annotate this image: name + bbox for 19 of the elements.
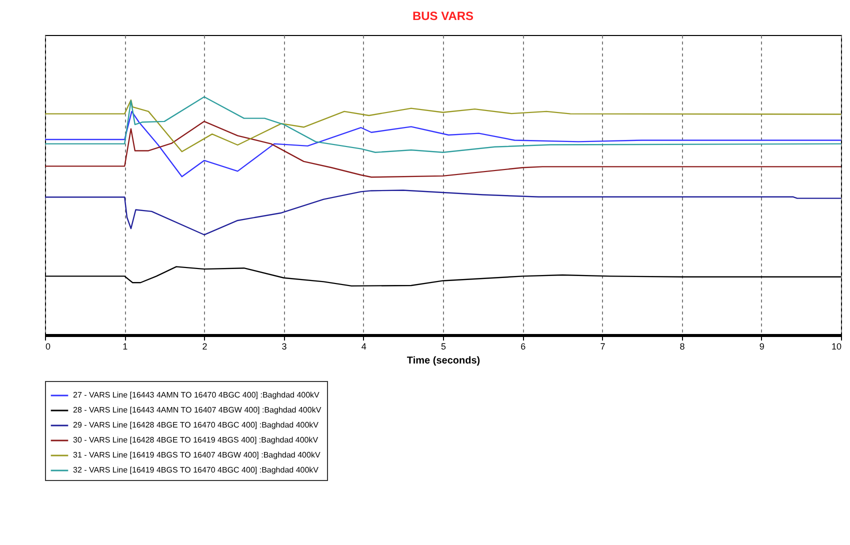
x-tick-label: 9 <box>759 342 764 352</box>
x-tick-label: 1 <box>122 342 128 352</box>
x-tick-label: 8 <box>680 342 685 352</box>
x-tick-label: 7 <box>600 342 606 352</box>
x-tick-label: 2 <box>202 342 208 352</box>
legend-label: 32 - VARS Line [16419 4BGS TO 16470 4BGC 400] :Baghdad 400kV <box>73 466 320 474</box>
x-tick-label: 5 <box>440 342 446 352</box>
x-tick-label: 10 <box>831 342 842 352</box>
chart-title: BUS VARS <box>412 9 474 23</box>
x-tick-label: 3 <box>282 342 287 352</box>
x-tick-label: 0 <box>46 342 51 352</box>
legend-label: 30 - VARS Line [16428 4BGE TO 16419 4BGS 400] :Baghdad 400kV <box>73 436 319 444</box>
legend-label: 29 - VARS Line [16428 4BGE TO 16470 4BGC 400] :Baghdad 400kV <box>73 420 320 430</box>
legend-label: 28 - VARS Line [16443 4AMN TO 16407 4BGW 400] :Baghdad 400kV <box>73 406 322 414</box>
x-tick-label: 6 <box>520 342 526 352</box>
legend-label: 27 - VARS Line [16443 4AMN TO 16470 4BGC 400] :Baghdad 400kV <box>73 390 320 400</box>
x-tick-label: 4 <box>361 342 366 352</box>
x-axis-title: Time (seconds) <box>406 356 480 366</box>
legend-label: 31 - VARS Line [16419 4BGS TO 16407 4BGW 400] :Baghdad 400kV <box>73 450 321 460</box>
